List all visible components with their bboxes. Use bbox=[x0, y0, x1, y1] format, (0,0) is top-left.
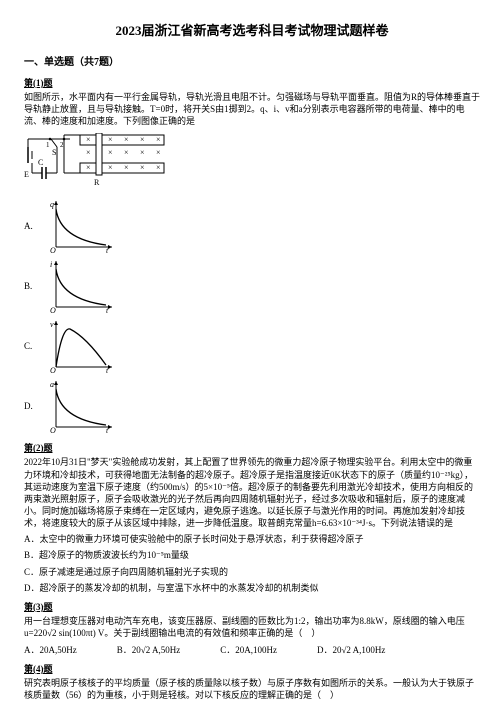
svg-text:×: × bbox=[156, 148, 161, 157]
q3-ratio: 1:2 bbox=[294, 616, 306, 626]
graph-a-decay: O t a bbox=[46, 377, 116, 435]
graph-v-peak: O t v bbox=[46, 317, 116, 375]
svg-text:×: × bbox=[156, 135, 161, 144]
svg-text:O: O bbox=[50, 366, 56, 375]
label-S: S bbox=[52, 148, 56, 157]
q3-text: ，输出功率为 bbox=[306, 616, 360, 626]
q1-circuit-diagram: E 1 2 S C R × × × × × × × × × × × × × × × bbox=[24, 133, 480, 191]
q2-stem: 2022年10月31日"梦天"实验舱成功发射，其上配置了世界领先的微重力超冷原子… bbox=[24, 456, 480, 529]
svg-text:×: × bbox=[108, 135, 113, 144]
label-E: E bbox=[24, 170, 29, 179]
q3-number: 第(3)题 bbox=[24, 600, 480, 613]
q3-eq: u=220√2 sin(100πt) V bbox=[24, 628, 104, 638]
q1-stem: 如图所示，水平面内有一平行金属导轨，导轨光滑且电阻不计。匀强磁场与导轨平面垂直。… bbox=[24, 91, 480, 127]
svg-text:v: v bbox=[50, 320, 54, 329]
q1-option-a: A. O t q bbox=[24, 197, 480, 255]
q2-opt-c: C．原子减速是通过原子向四周随机辐射光子实现的 bbox=[24, 566, 480, 578]
svg-text:×: × bbox=[156, 163, 161, 172]
svg-text:×: × bbox=[124, 148, 129, 157]
q1-number: 第(1)题 bbox=[24, 76, 480, 89]
q1-option-c: C. O t v bbox=[24, 317, 480, 375]
svg-text:×: × bbox=[86, 148, 91, 157]
page-title: 2023届浙江省新高考选考科目考试物理试题样卷 bbox=[24, 20, 480, 39]
svg-text:q: q bbox=[50, 200, 54, 209]
svg-text:×: × bbox=[140, 163, 145, 172]
opt-label: B. bbox=[24, 281, 38, 291]
label-R: R bbox=[94, 178, 100, 187]
svg-text:×: × bbox=[108, 163, 113, 172]
label-1: 1 bbox=[46, 141, 50, 149]
opt-label: D. bbox=[24, 401, 38, 411]
q3-opt-c: C．20A,100Hz bbox=[220, 643, 277, 656]
q3-text: ，原线圈的输入电压 bbox=[384, 616, 465, 626]
svg-text:×: × bbox=[86, 163, 91, 172]
q2-opt-a: A．太空中的微重力环境可使实验舱中的原子长时间处于悬浮状态，利于获得超冷原子 bbox=[24, 533, 480, 545]
svg-text:×: × bbox=[86, 135, 91, 144]
q2-opt-d: D．超冷原子的蒸发冷却的机制，与室温下水杯中的水蒸发冷却的机制类似 bbox=[24, 582, 480, 594]
q3-opt-b: B．20√2 A,50Hz bbox=[117, 643, 180, 656]
graph-i-decay: O t i bbox=[46, 257, 116, 315]
opt-label: A. bbox=[24, 221, 38, 231]
label-C: C bbox=[38, 158, 43, 167]
svg-text:×: × bbox=[108, 148, 113, 157]
q3-opt-d: D．20√2 A,100Hz bbox=[317, 643, 385, 656]
svg-text:×: × bbox=[124, 163, 129, 172]
q2-number: 第(2)题 bbox=[24, 441, 480, 454]
q1-option-d: D. O t a bbox=[24, 377, 480, 435]
q3-opt-a: A．20A,50Hz bbox=[24, 643, 77, 656]
svg-text:×: × bbox=[140, 135, 145, 144]
opt-label: C. bbox=[24, 341, 38, 351]
section-heading: 一、单选题（共7题） bbox=[24, 53, 480, 68]
q3-text: 关于副线圈输出电流的有效值和频率正确的是（ ） bbox=[113, 628, 320, 638]
q3-text: 用一台理想变压器对电动汽车充电，该变压器原、副线圈的匝数比为 bbox=[24, 616, 294, 626]
svg-text:O: O bbox=[50, 306, 56, 315]
q3-power: 8.8kW bbox=[360, 616, 384, 626]
svg-text:O: O bbox=[50, 426, 56, 435]
svg-text:i: i bbox=[50, 260, 52, 269]
q3-stem: 用一台理想变压器对电动汽车充电，该变压器原、副线圈的匝数比为1:2，输出功率为8… bbox=[24, 615, 480, 639]
label-2: 2 bbox=[60, 141, 64, 149]
svg-text:O: O bbox=[50, 246, 56, 255]
graph-q-decay: O t q bbox=[46, 197, 116, 255]
q2-opt-b: B．超冷原子的物质波波长约为10⁻⁵m量级 bbox=[24, 549, 480, 561]
q4-number: 第(4)题 bbox=[24, 662, 480, 675]
q3-options-row: A．20A,50Hz B．20√2 A,50Hz C．20A,100Hz D．2… bbox=[24, 643, 480, 656]
q1-option-b: B. O t i bbox=[24, 257, 480, 315]
q4-stem: 研究表明原子核核子的平均质量（原子核的质量除以核子数）与原子序数有如图所示的关系… bbox=[24, 677, 480, 701]
svg-text:×: × bbox=[140, 148, 145, 157]
svg-text:×: × bbox=[124, 135, 129, 144]
svg-text:a: a bbox=[50, 380, 54, 389]
